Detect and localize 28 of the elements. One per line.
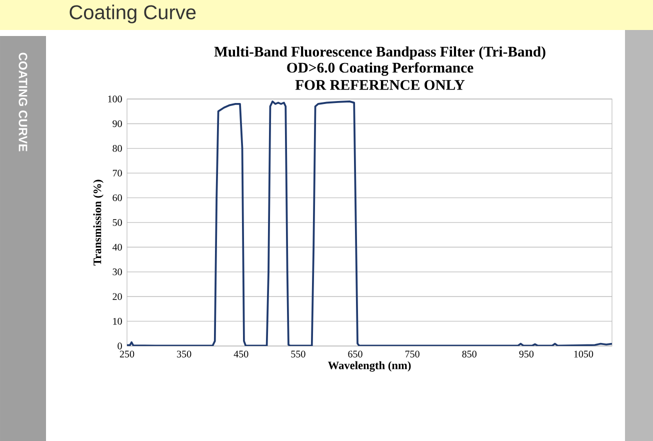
text: COATING CURVE [18, 52, 28, 152]
y-tick-label: 0 [118, 342, 122, 350]
y-tick-label: 10 [113, 318, 122, 325]
y-tick-label: 100 [108, 96, 122, 102]
y-tick-label: 40 [112, 244, 122, 251]
chart-subtitle: OD>6.0 Coating Performance [287, 62, 474, 76]
y-tick-label: 80 [112, 145, 122, 152]
x-tick-label: 950 [519, 350, 534, 358]
y-tick-label: 70 [112, 170, 122, 176]
x-tick-label: 1050 [574, 350, 594, 358]
line-series [127, 100, 612, 346]
x-axis-title: Wavelength (nm) [328, 361, 411, 372]
y-tick-label: 20 [112, 293, 122, 300]
y-axis-title: Transmission (%) [93, 180, 104, 266]
y-tick-label: 90 [112, 120, 122, 128]
x-tick-label: 550 [291, 350, 306, 358]
text: FOR REFERENCE ONLY [295, 80, 465, 90]
x-tick-label: 750 [405, 350, 420, 358]
x-tick-label: 450 [234, 350, 248, 358]
y-tick-label: 50 [112, 219, 122, 226]
y-tick-label: 60 [112, 194, 122, 202]
x-tick-label: 650 [348, 350, 362, 358]
text: Coating Curve [70, 4, 196, 24]
x-tick-label: 350 [177, 350, 192, 358]
y-tick-label: 30 [112, 268, 122, 276]
x-tick-label: 250 [120, 350, 134, 358]
x-tick-label: 850 [462, 350, 476, 358]
chart-title: Multi-Band Fluorescence Bandpass Filter (Tri-Band) [214, 46, 546, 60]
